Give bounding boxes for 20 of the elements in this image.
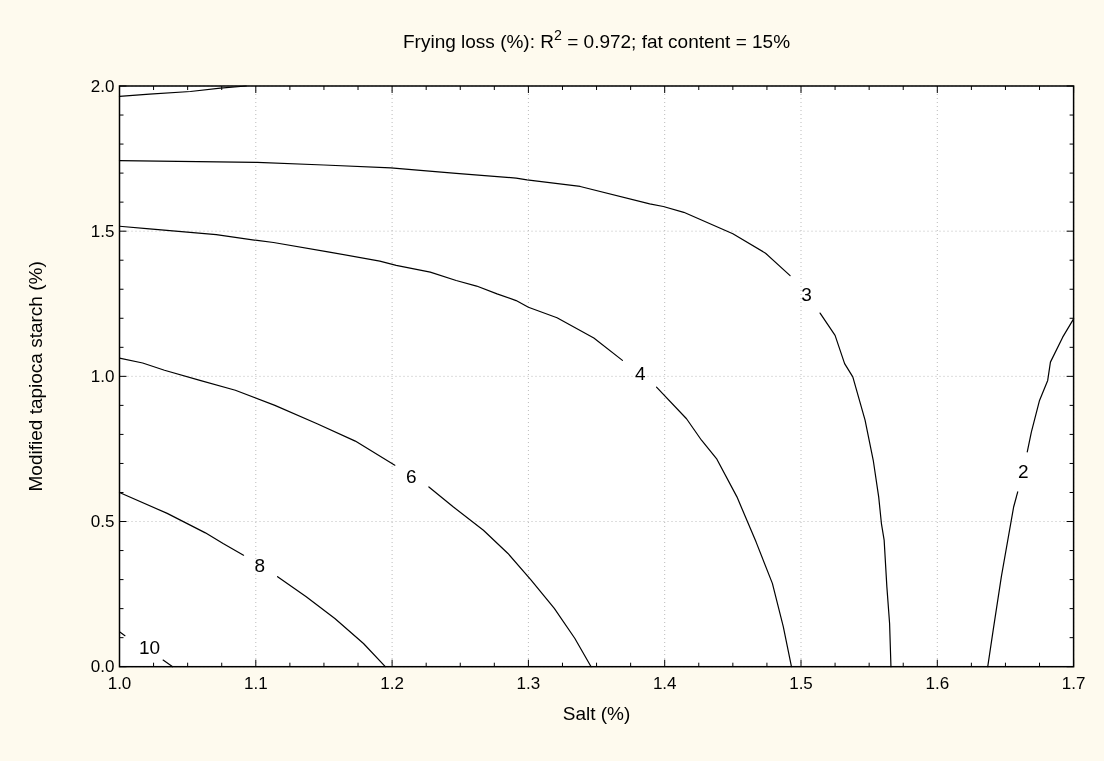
series-label: 8: [254, 555, 266, 577]
chart-title: Frying loss (%): R$^{2}$ = 0.972; fat content = 15%: [403, 27, 791, 52]
series-label: 3: [801, 283, 812, 305]
series-label: 4: [634, 363, 646, 385]
x-tick-label: 1.7: [1061, 673, 1086, 693]
legend-label: 2: [1017, 461, 1029, 483]
x-tick-label: 1.4: [652, 673, 677, 693]
y-tick-label: 0.5: [90, 512, 115, 532]
y-tick-label: 1.5: [90, 221, 115, 241]
x-tick-label: 1.2: [380, 673, 404, 693]
series-label: 10: [138, 637, 161, 659]
x-tick-label: 1.3: [516, 673, 541, 693]
y-tick-label: 1.0: [90, 366, 115, 386]
series-label: 6: [405, 465, 417, 487]
x-axis-title: Salt (%): [562, 703, 631, 724]
y-axis-title: Modified tapioca starch (%): [25, 261, 46, 492]
x-tick-label: 1.1: [243, 673, 268, 693]
x-tick-label: 1.5: [789, 673, 813, 693]
y-tick-label: 2.0: [90, 76, 115, 96]
x-tick-label: 1.6: [925, 673, 950, 693]
